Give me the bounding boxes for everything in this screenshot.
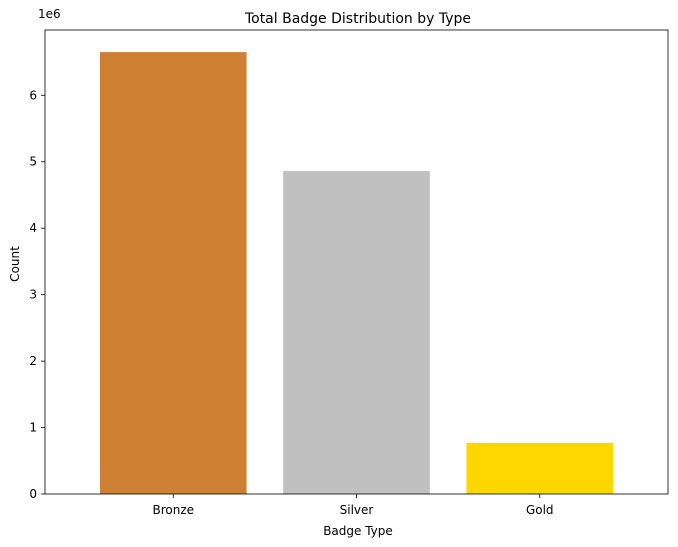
y-tick-label-3: 3	[29, 288, 37, 302]
bar-silver	[283, 171, 430, 495]
x-tick-label-bronze: Bronze	[152, 503, 194, 517]
bars-group	[99, 52, 614, 495]
y-tick-label-5: 5	[29, 155, 37, 169]
plot-area	[44, 29, 669, 495]
y-axis-scale-label: 1e6	[38, 7, 61, 21]
chart-title: Total Badge Distribution by Type	[244, 11, 471, 27]
y-tick-label-2: 2	[29, 354, 37, 368]
x-tick-label-gold: Gold	[526, 503, 554, 517]
y-tick-label-6: 6	[29, 88, 37, 102]
y-tick-label-0: 0	[29, 487, 37, 501]
y-tick-label-1: 1	[29, 421, 37, 435]
bar-bronze	[99, 52, 247, 494]
y-axis: 0 1 2 3 4 5 6	[29, 88, 45, 501]
x-axis-label: Badge Type	[323, 524, 393, 538]
bar-gold	[466, 442, 614, 494]
y-axis-label: Count	[8, 246, 22, 282]
x-tick-label-silver: Silver	[340, 503, 374, 517]
x-axis: Bronze Silver Gold	[152, 494, 554, 517]
y-tick-label-4: 4	[29, 221, 37, 235]
